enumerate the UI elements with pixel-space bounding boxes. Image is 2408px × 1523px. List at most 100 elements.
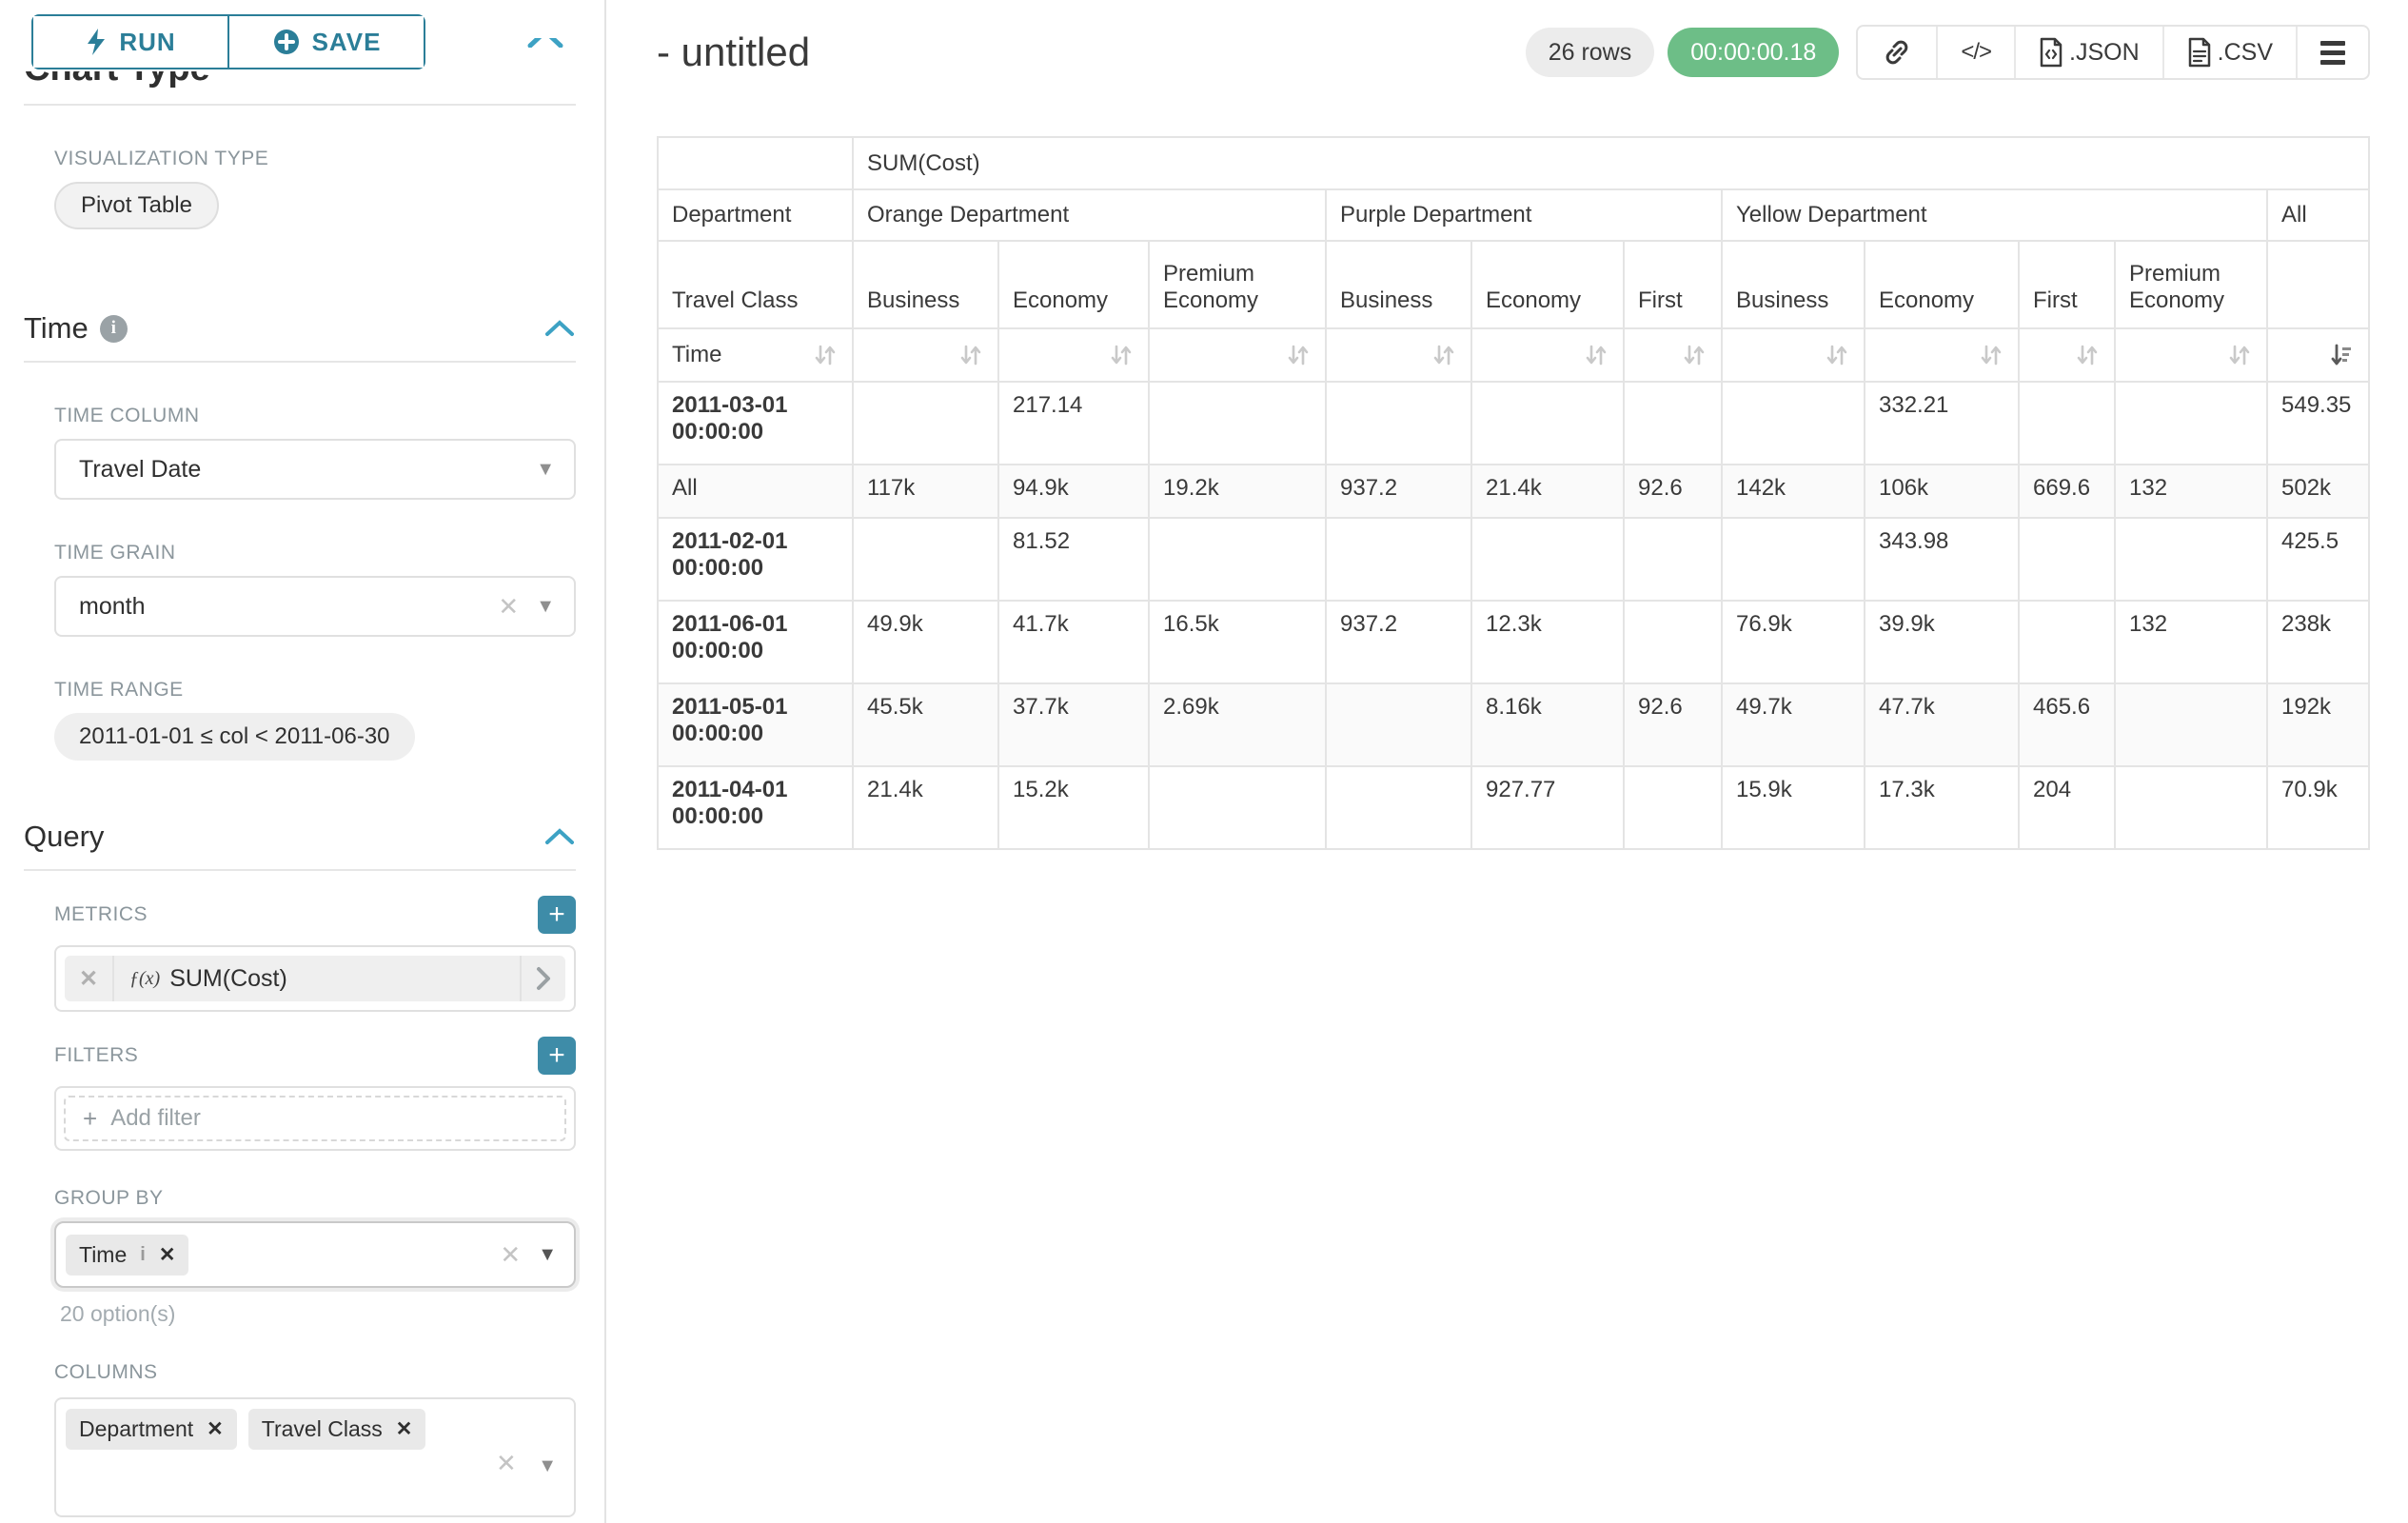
- cell: [2018, 381, 2116, 465]
- sort-cell[interactable]: [997, 327, 1150, 383]
- sort-icon: [1586, 346, 1607, 366]
- tag-label: Time: [79, 1241, 128, 1267]
- plus-icon: +: [83, 1103, 98, 1133]
- cell: 45.5k: [852, 682, 999, 767]
- time-section-title: Time: [24, 311, 89, 345]
- add-filter-plus-button[interactable]: +: [538, 1037, 576, 1075]
- cell: 19.2k: [1148, 464, 1327, 519]
- sort-icon: [1288, 346, 1309, 366]
- clear-icon[interactable]: ✕: [500, 1239, 522, 1269]
- cell: [1148, 765, 1327, 850]
- export-json-button[interactable]: .JSON: [2014, 27, 2162, 78]
- subcol-header: Economy: [1470, 240, 1625, 329]
- caret-down-icon: ▼: [536, 595, 555, 617]
- cell: 132: [2114, 600, 2268, 684]
- query-section-title: Query: [24, 820, 105, 853]
- cell: 332.21: [1864, 381, 2020, 465]
- add-filter-button[interactable]: + Add filter: [64, 1096, 566, 1141]
- csv-button-label: .CSV: [2217, 38, 2273, 66]
- chart-title: - untitled: [657, 30, 811, 74]
- metric-pill[interactable]: ✕ ƒ(x) SUM(Cost): [65, 956, 565, 1001]
- tag-label: Travel Class: [261, 1416, 383, 1441]
- sort-icon[interactable]: [812, 342, 839, 368]
- tag-close-icon[interactable]: ✕: [207, 1418, 224, 1440]
- row-header: 2011-05-01 00:00:00: [657, 682, 854, 767]
- cell: 76.9k: [1721, 600, 1865, 684]
- travel-class-label-cell: Travel Class: [657, 240, 854, 329]
- sort-cell[interactable]: [852, 327, 999, 383]
- sort-cell[interactable]: [1864, 327, 2020, 383]
- add-filter-label: Add filter: [110, 1105, 201, 1131]
- sort-cell[interactable]: [1721, 327, 1865, 383]
- cell: [852, 517, 999, 602]
- tag-close-icon[interactable]: ✕: [395, 1418, 413, 1440]
- scrolled-heading-clip: Chart Type: [24, 71, 576, 96]
- row-header: 2011-04-01 00:00:00: [657, 765, 854, 850]
- export-csv-button[interactable]: .CSV: [2161, 27, 2296, 78]
- query-timer-badge: 00:00:00.18: [1668, 28, 1840, 77]
- file-json-icon: [2040, 37, 2063, 68]
- sort-cell[interactable]: [1148, 327, 1327, 383]
- sort-cell[interactable]: [1623, 327, 1723, 383]
- cell: 937.2: [1325, 600, 1472, 684]
- caret-down-icon: ▼: [536, 458, 555, 480]
- metrics-control: ✕ ƒ(x) SUM(Cost): [54, 945, 576, 1012]
- tag-label: Department: [79, 1416, 194, 1441]
- sort-icon: [1111, 346, 1132, 366]
- columns-select[interactable]: Department ✕ Travel Class ✕ ✕ ▼: [54, 1397, 576, 1517]
- time-grain-select[interactable]: month ✕ ▼: [54, 576, 576, 637]
- sort-cell-active[interactable]: [2266, 327, 2370, 383]
- filters-control: + Add filter: [54, 1086, 576, 1151]
- sort-row: Time: [657, 327, 2370, 383]
- tag-close-icon[interactable]: ✕: [158, 1243, 176, 1266]
- share-link-button[interactable]: [1858, 27, 1936, 78]
- cell: 49.7k: [1721, 682, 1865, 767]
- cell: 549.35: [2266, 381, 2370, 465]
- cell: [852, 381, 999, 465]
- sort-cell[interactable]: [1325, 327, 1472, 383]
- columns-tag-travel-class[interactable]: Travel Class ✕: [247, 1409, 426, 1450]
- cell: 21.4k: [1470, 464, 1625, 519]
- group-by-label: GROUP BY: [54, 1187, 164, 1209]
- cell: [1623, 765, 1723, 850]
- time-range-pill[interactable]: 2011-01-01 ≤ col < 2011-06-30: [54, 713, 415, 761]
- time-column-select[interactable]: Travel Date ▼: [54, 439, 576, 500]
- view-query-button[interactable]: </>: [1936, 27, 2014, 78]
- sort-cell[interactable]: [1470, 327, 1625, 383]
- run-button[interactable]: RUN: [33, 16, 227, 68]
- cell: 343.98: [1864, 517, 2020, 602]
- metric-expand-handle[interactable]: [520, 956, 565, 1001]
- columns-tag-department[interactable]: Department ✕: [66, 1409, 237, 1450]
- clear-icon[interactable]: ✕: [498, 591, 520, 621]
- cell: 15.9k: [1721, 765, 1865, 850]
- cell: 502k: [2266, 464, 2370, 519]
- visualization-type-pill[interactable]: Pivot Table: [54, 182, 219, 229]
- group-by-tag-time[interactable]: Time i ✕: [66, 1234, 189, 1276]
- cell: 49.9k: [852, 600, 999, 684]
- export-button-group: </> .JSON .CSV: [1856, 25, 2370, 80]
- remove-metric-icon[interactable]: ✕: [65, 956, 114, 1001]
- menu-button[interactable]: [2296, 27, 2368, 78]
- time-column-label: TIME COLUMN: [54, 405, 200, 426]
- chevron-up-icon[interactable]: [543, 827, 576, 846]
- filters-label: FILTERS: [54, 1044, 139, 1066]
- metrics-label-row: METRICS +: [54, 896, 576, 934]
- cell: [2018, 600, 2116, 684]
- row-header: 2011-06-01 00:00:00: [657, 600, 854, 684]
- cell: [2114, 682, 2268, 767]
- json-button-label: .JSON: [2069, 38, 2140, 66]
- filters-label-row: FILTERS +: [54, 1037, 576, 1075]
- metrics-label: METRICS: [54, 903, 148, 925]
- time-section-header: Time i: [24, 311, 576, 346]
- cell: 70.9k: [2266, 765, 2370, 850]
- save-button[interactable]: SAVE: [227, 16, 424, 68]
- columns-label: COLUMNS: [54, 1361, 158, 1383]
- group-by-select[interactable]: Time i ✕ ✕ ▼: [54, 1221, 576, 1288]
- add-metric-button[interactable]: +: [538, 896, 576, 934]
- sort-cell[interactable]: [2114, 327, 2268, 383]
- chevron-up-icon[interactable]: [543, 319, 576, 338]
- cell: 41.7k: [997, 600, 1150, 684]
- sort-cell[interactable]: [2018, 327, 2116, 383]
- clear-icon[interactable]: ✕: [495, 1449, 517, 1477]
- subcol-header: [2266, 240, 2370, 329]
